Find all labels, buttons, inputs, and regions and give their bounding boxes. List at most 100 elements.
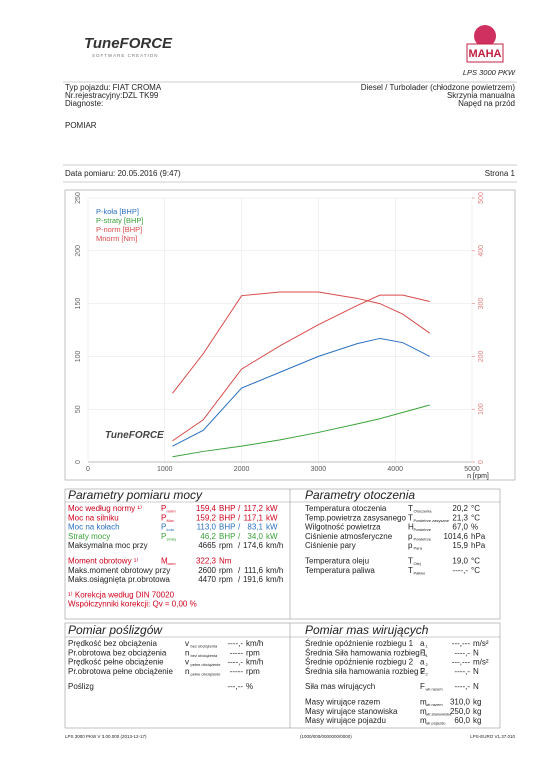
params-box	[64, 488, 501, 620]
row-symbol-sub: norm	[167, 509, 177, 514]
row-label: Pr.obrotowa bez obciążenia	[68, 648, 167, 657]
y-tick-label: 250	[75, 192, 82, 204]
x-tick-label: 0	[86, 466, 90, 473]
row-value: 83,1	[247, 523, 263, 532]
row-symbol: P	[161, 523, 166, 532]
y-tick-label: 150	[75, 298, 82, 310]
row-unit: kg	[473, 698, 481, 707]
model: LPS 3000 PKW	[463, 68, 516, 77]
row-value: ---,---	[452, 658, 471, 667]
y2-tick-label: 300	[478, 298, 485, 310]
row-symbol: P	[161, 504, 166, 513]
row-unit: rpm	[246, 667, 260, 676]
row-symbol: H	[408, 523, 414, 532]
row-symbol-sub: Olej	[414, 561, 421, 566]
row-value: 322,3	[196, 557, 217, 566]
footer: LPS-EURO V1.37.010	[470, 734, 515, 739]
row-value: 21,3	[452, 513, 468, 522]
x-tick-label: 4000	[387, 466, 403, 473]
footer: (1000/000/0000000/0000)	[300, 734, 352, 739]
row-unit: °C	[471, 504, 480, 513]
row-value: ----,-	[452, 566, 468, 575]
row-value: 113,0	[197, 523, 217, 532]
row-unit: rpm	[219, 566, 233, 575]
row-unit: N	[473, 667, 479, 676]
row-value: 34,0	[247, 532, 263, 541]
y-tick-label: 100	[75, 350, 82, 362]
vehicle-info: Diagnoste:	[65, 99, 103, 108]
row-unit: km/h	[246, 639, 263, 648]
row-label: Prędkość bez obciążenia	[68, 639, 157, 648]
row-unit: rpm	[219, 575, 233, 584]
vehicle-info: Typ pojazdu: FIAT CROMA	[65, 83, 162, 92]
section-title: Pomiar mas wirujących	[305, 623, 429, 637]
row-value: 20,2	[452, 504, 468, 513]
row-sep: /	[238, 504, 241, 513]
row-value: 67,0	[452, 523, 468, 532]
row-symbol: F	[420, 667, 425, 676]
row-symbol-sub: 1	[426, 653, 429, 658]
row-unit: km/h	[266, 575, 283, 584]
x-tick-label: 2000	[234, 466, 250, 473]
row-value: ----,-	[227, 639, 243, 648]
row-value: 310,0	[450, 698, 471, 707]
row-unit: km/h	[266, 541, 283, 550]
row-unit: km/h	[266, 566, 283, 575]
row-symbol-sub: wir.razem	[426, 702, 444, 707]
x-tick-label: 3000	[311, 466, 327, 473]
row-symbol-sub: bez obciążenia	[191, 653, 218, 658]
row-value: 117,1	[244, 513, 264, 522]
row-symbol: m	[420, 716, 427, 725]
y2-tick-label: 500	[478, 192, 485, 204]
date: Data pomiaru: 20.05.2016 (9:47)	[65, 169, 181, 178]
row-symbol-sub: Powietrze	[414, 527, 432, 532]
row-label: Moment obrotowy ¹⁾	[68, 557, 138, 566]
row-unit: kW	[266, 504, 278, 513]
row-label: Średnia Siła hamowania rozbieg 1	[305, 648, 427, 657]
row-label: Masy wirujące stanowiska	[305, 707, 398, 716]
y-tick-label: 50	[75, 405, 82, 413]
row-unit: kW	[266, 523, 278, 532]
x-tick-label: 1000	[157, 466, 173, 473]
row-unit: BHP	[219, 504, 235, 513]
row-symbol: m	[420, 707, 427, 716]
row-label: Moc na kołach	[68, 523, 120, 532]
row-symbol: v	[185, 639, 189, 648]
row-unit: kg	[473, 707, 481, 716]
row-unit: °C	[471, 557, 480, 566]
maha-logo-box	[466, 43, 504, 63]
row-value: 4665	[198, 541, 216, 550]
x-tick-label: 5000	[464, 466, 480, 473]
row-label: Masy wirujące razem	[305, 698, 380, 707]
row-label: Maks.moment obrotowy przy	[68, 566, 170, 575]
row-label: Maks.osiągnięta pr.obrotowa	[68, 575, 170, 584]
row-unit: Nm	[219, 557, 232, 566]
series-line	[172, 291, 431, 394]
row-symbol-sub: 1	[426, 644, 429, 649]
row-value: ---,---	[452, 639, 471, 648]
row-symbol-sub: pełne obciążenie	[191, 662, 222, 667]
row-sep: /	[238, 523, 241, 532]
maha-logo-circle	[474, 25, 496, 47]
row-symbol: F	[420, 682, 425, 691]
row-unit: BHP	[219, 513, 235, 522]
row-sep: /	[238, 513, 241, 522]
row-unit: m/s²	[473, 639, 489, 648]
row-symbol: T	[408, 557, 413, 566]
row-symbol: T	[408, 566, 413, 575]
row-value: ----,-	[227, 658, 243, 667]
row-value: 15,9	[452, 541, 468, 550]
row-label: Masy wirujące pojazdu	[305, 716, 386, 725]
row-symbol: p	[408, 532, 413, 541]
row-label: Temperatura oleju	[305, 557, 369, 566]
row-symbol-sub: Powietrze	[414, 536, 432, 541]
row-symbol: P	[161, 532, 166, 541]
row-symbol-sub: bez obciążenia	[191, 644, 218, 649]
row-sep: /	[238, 532, 241, 541]
row-label: Ciśnienie atmosferyczne	[305, 532, 393, 541]
row-value: 19,0	[452, 557, 468, 566]
legend-entry: P-straty [BHP]	[96, 216, 144, 225]
row-symbol-sub: 2	[426, 671, 429, 676]
row-value: -----	[230, 648, 244, 657]
row-value: ---,--	[227, 682, 243, 691]
